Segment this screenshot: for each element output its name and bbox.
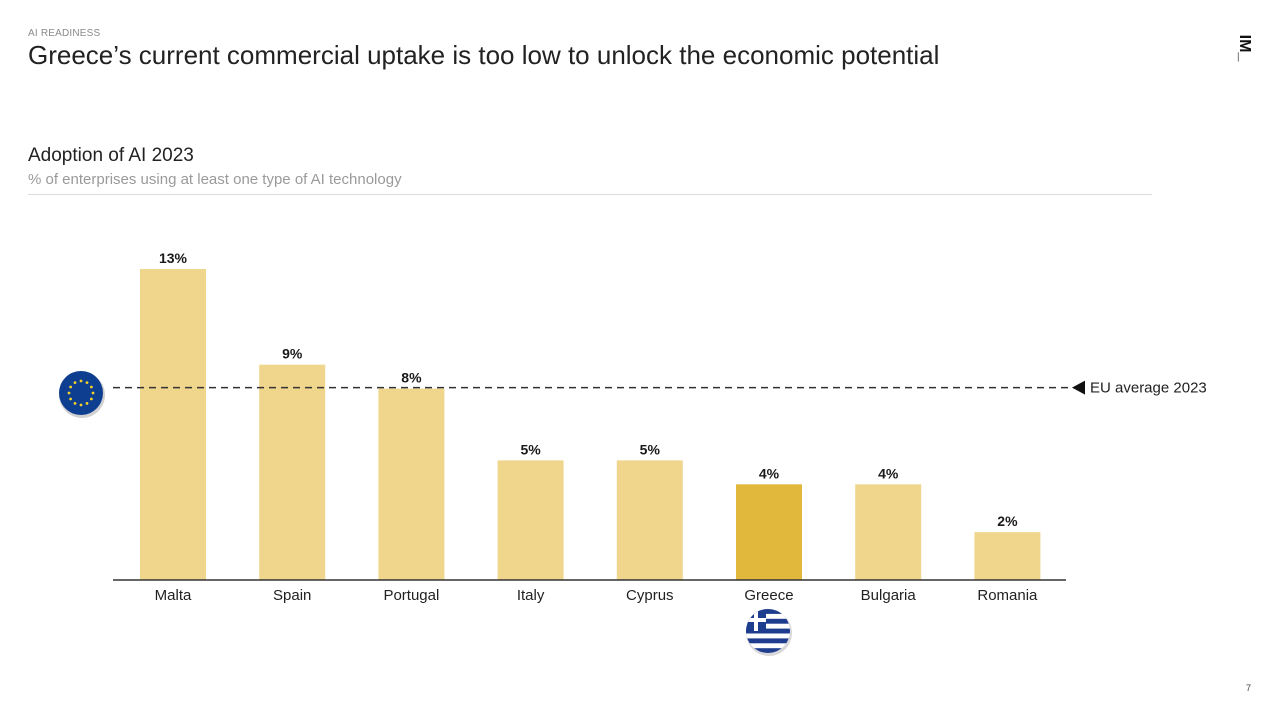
page-title: Greece’s current commercial uptake is to… <box>28 40 940 70</box>
chart-subtitle: % of enterprises using at least one type… <box>28 171 402 188</box>
eu-average-label: EU average 2023 <box>1090 380 1207 397</box>
value-label-romania: 2% <box>997 513 1018 529</box>
value-label-greece: 4% <box>759 465 780 481</box>
value-label-portugal: 8% <box>401 370 422 386</box>
value-label-bulgaria: 4% <box>878 465 899 481</box>
eu-star-icon <box>73 401 77 405</box>
bars-group <box>140 269 1041 580</box>
value-labels-group: 13% 9% 8% 5% 5% 4% 4% 2% <box>159 250 1018 529</box>
greece-stripe <box>746 638 790 644</box>
chart-title: Adoption of AI 2023 <box>28 145 194 166</box>
eu-flag-icon <box>59 371 105 418</box>
greece-stripe <box>746 618 790 624</box>
category-label-spain: Spain <box>273 587 311 604</box>
category-label-portugal: Portugal <box>383 587 439 604</box>
eu-star-icon <box>69 397 73 401</box>
im-logo-icon: IM_ <box>1236 35 1253 63</box>
eu-star-icon <box>79 379 83 383</box>
eu-star-icon <box>67 391 71 395</box>
eu-star-icon <box>69 385 73 389</box>
bar-greece <box>736 484 802 580</box>
title-divider <box>28 194 1152 195</box>
category-label-italy: Italy <box>517 587 545 604</box>
category-label-cyprus: Cyprus <box>626 587 674 604</box>
category-label-greece: Greece <box>744 587 793 604</box>
eu-star-icon <box>85 401 89 405</box>
bar-malta <box>140 269 206 580</box>
bar-bulgaria <box>855 484 922 580</box>
value-label-cyprus: 5% <box>640 441 661 457</box>
bar-italy <box>497 460 564 580</box>
greece-flag-icon <box>746 609 792 656</box>
section-kicker: AI READINESS <box>28 28 101 39</box>
bar-romania <box>974 532 1041 580</box>
category-label-malta: Malta <box>155 587 192 604</box>
bar-portugal <box>378 388 445 580</box>
bar-cyprus <box>616 460 683 580</box>
greece-stripe <box>746 628 790 634</box>
eu-star-icon <box>73 381 77 385</box>
greece-stripe <box>746 609 790 614</box>
category-labels-group: Malta Spain Portugal Italy Cyprus Greece Bulga… <box>155 587 1038 604</box>
value-label-italy: 5% <box>520 441 541 457</box>
greece-stripe <box>746 648 790 653</box>
eu-star-icon <box>91 391 95 395</box>
page-number: 7 <box>1246 683 1252 693</box>
logo-text: IM_ <box>1236 35 1253 63</box>
eu-average-arrow-icon <box>1072 380 1085 395</box>
eu-star-icon <box>89 385 93 389</box>
eu-star-icon <box>85 381 89 385</box>
value-label-spain: 9% <box>282 346 303 362</box>
value-label-malta: 13% <box>159 250 188 266</box>
eu-star-icon <box>79 403 83 407</box>
eu-star-icon <box>89 397 93 401</box>
category-label-bulgaria: Bulgaria <box>861 587 917 604</box>
category-label-romania: Romania <box>977 587 1038 604</box>
bar-spain <box>259 364 326 580</box>
